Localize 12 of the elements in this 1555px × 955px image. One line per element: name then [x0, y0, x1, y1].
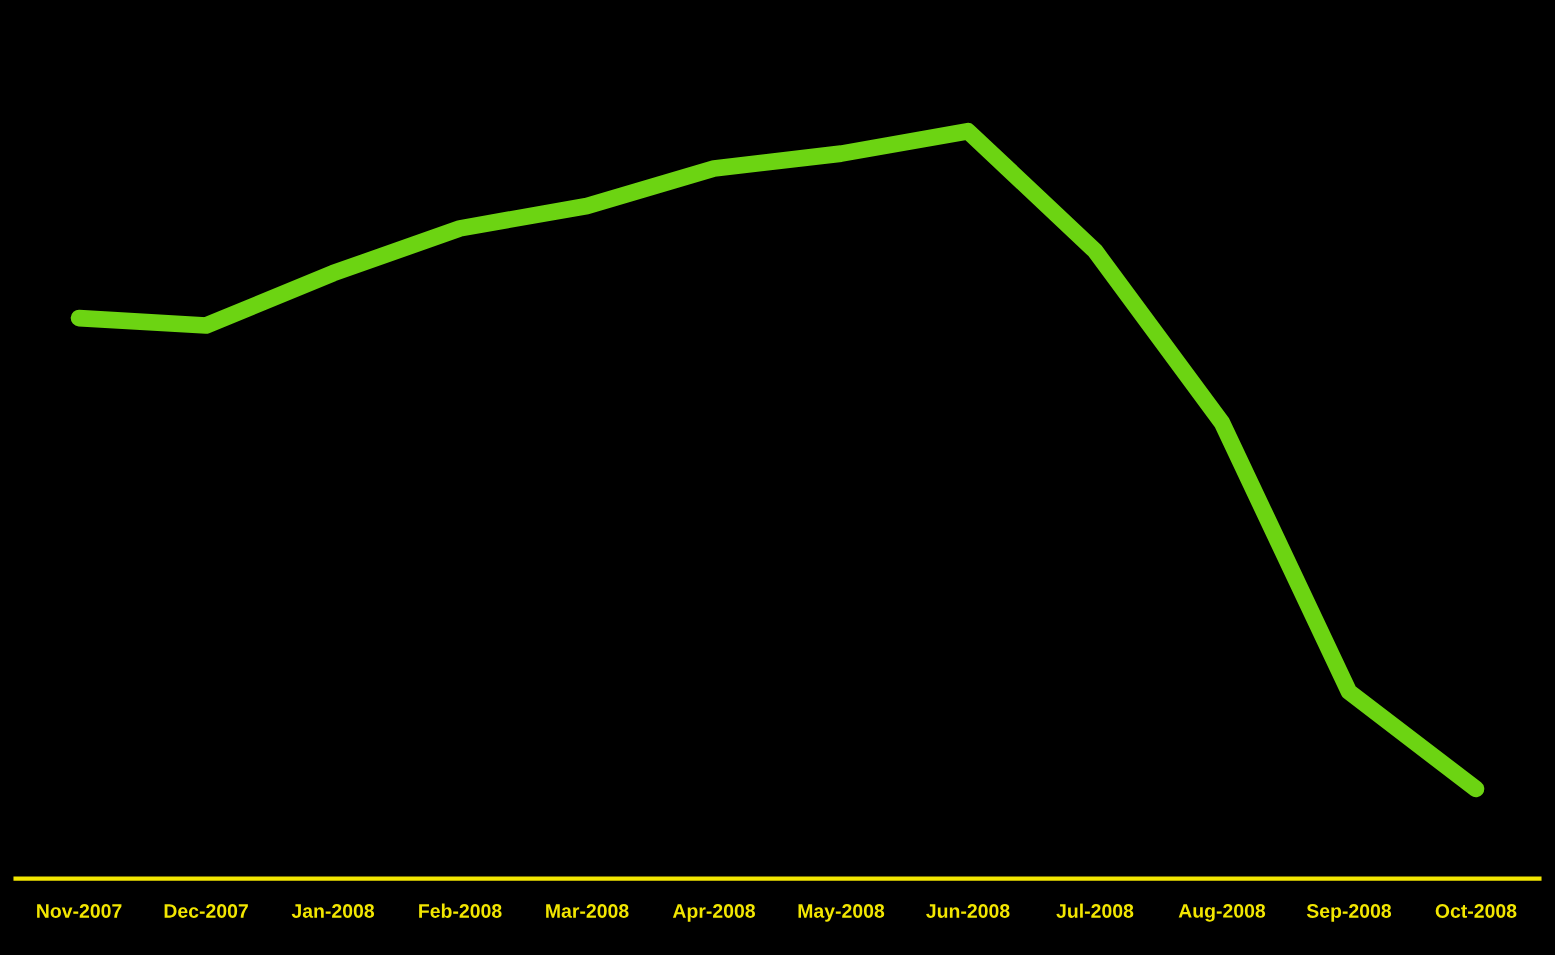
x-tick-label: May-2008 [798, 904, 885, 922]
x-tick-label: Nov-2007 [37, 904, 122, 918]
x-tick-label: Aug-2008 [1178, 904, 1266, 922]
x-tick-label: Feb-2008 [419, 903, 502, 918]
x-tick-label: Mar-2008 [546, 904, 629, 918]
x-tick-label: Jun-2008 [926, 904, 1010, 918]
x-tick-label: Jul-2008 [1056, 903, 1134, 918]
x-tick-label: Jan-2008 [291, 904, 375, 918]
x-tick-label: Sep-2008 [1306, 904, 1392, 922]
x-tick-label: Apr-2008 [672, 904, 756, 922]
x-tick-label: Dec-2007 [164, 904, 248, 918]
x-tick-label: Oct-2008 [1435, 904, 1517, 918]
